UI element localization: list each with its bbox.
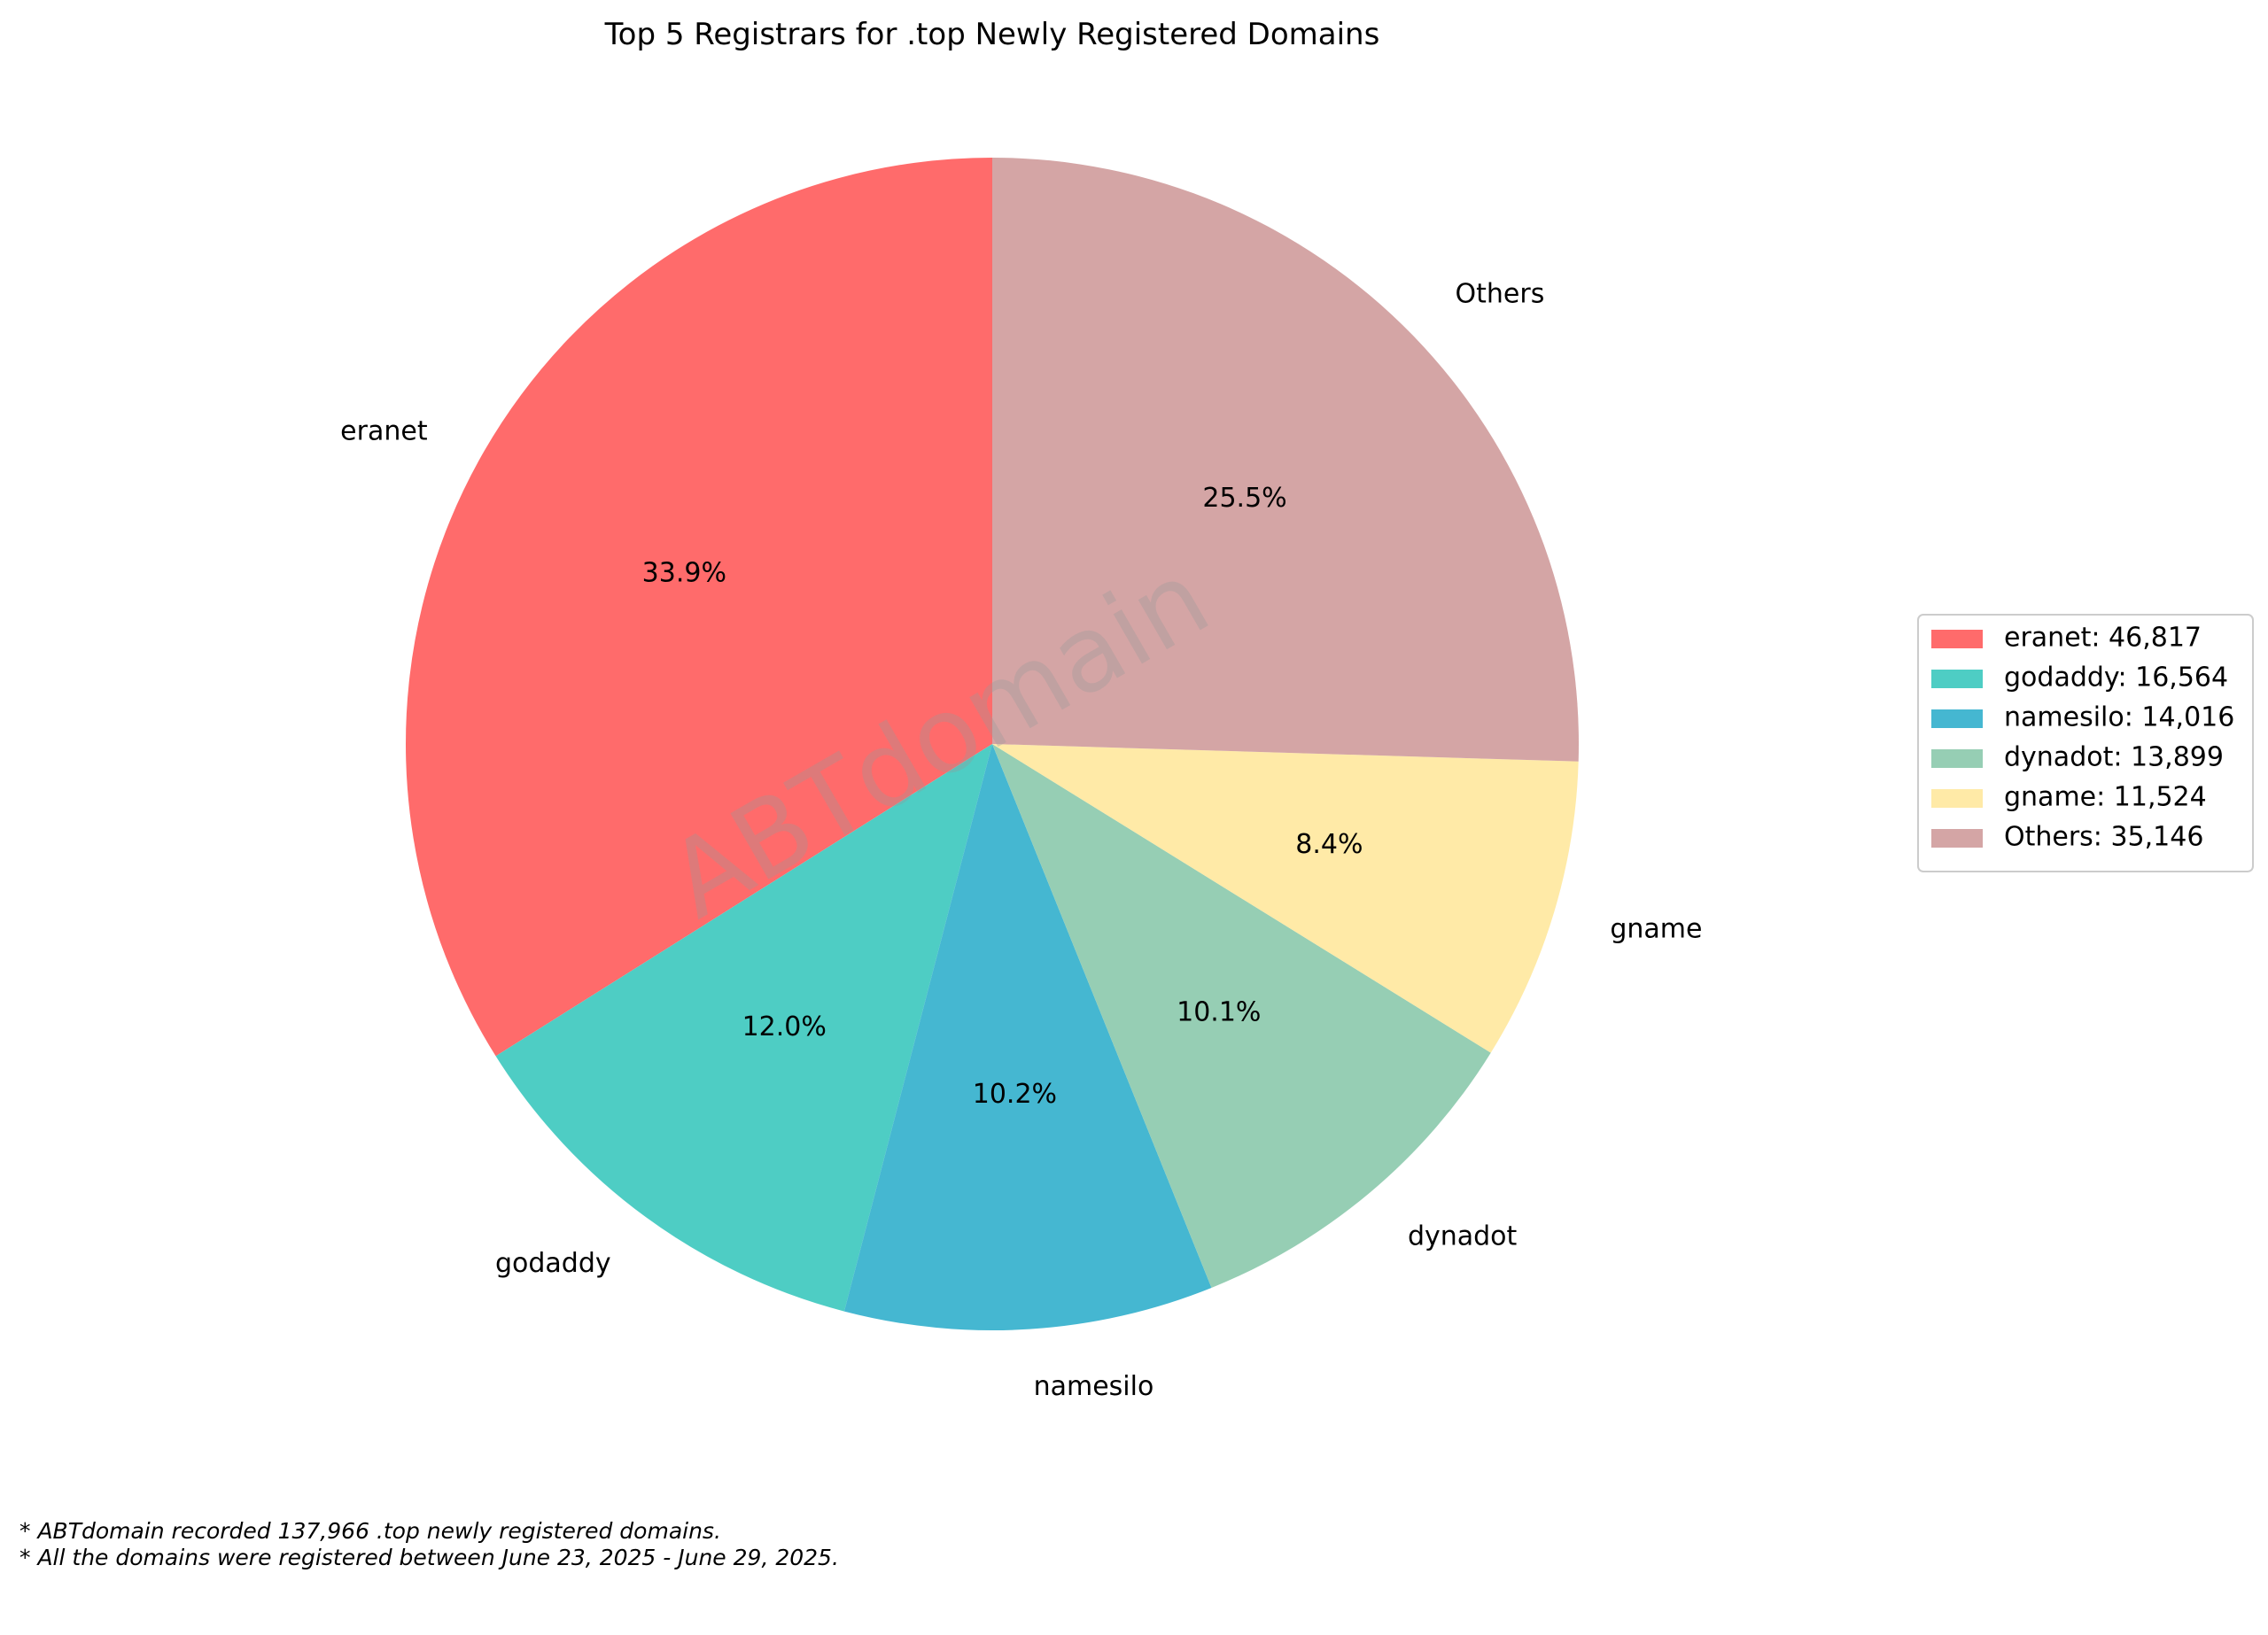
pie-slice-dynadot xyxy=(992,744,1491,1288)
pie-slice-namesilo xyxy=(843,744,1212,1330)
pie-slice-godaddy xyxy=(495,744,992,1312)
legend-swatch-eranet xyxy=(1931,630,1983,648)
slice-label-namesilo: namesilo xyxy=(1034,1371,1154,1402)
legend-label-others: Others: 35,146 xyxy=(2004,822,2203,853)
percent-label-eranet: 33.9% xyxy=(642,557,726,588)
legend-swatch-dynadot xyxy=(1931,749,1983,768)
percent-label-godaddy: 12.0% xyxy=(742,1011,827,1042)
legend-label-gname: gname: 11,524 xyxy=(2004,782,2207,813)
pie-slice-gname xyxy=(992,744,1579,1053)
legend-frame xyxy=(1917,614,2254,872)
percent-label-namesilo: 10.2% xyxy=(973,1079,1057,1110)
slice-label-dynadot: dynadot xyxy=(1408,1221,1518,1252)
chart-title: Top 5 Registrars for .top Newly Register… xyxy=(604,17,1380,52)
pie-slices xyxy=(405,158,1579,1330)
slice-label-godaddy: godaddy xyxy=(495,1248,611,1279)
pie-slice-others xyxy=(992,158,1579,762)
legend-label-namesilo: namesilo: 14,016 xyxy=(2004,702,2234,733)
legend: eranet: 46,817 godaddy: 16,564 namesilo: 1… xyxy=(1917,614,2254,872)
percent-label-others: 25.5% xyxy=(1202,483,1286,514)
legend-swatch-godaddy xyxy=(1931,670,1983,688)
percent-labels: 33.9% 12.0% 10.2% 10.1% 8.4% 25.5% xyxy=(642,483,1363,1110)
slice-labels: eranet godaddy namesilo dynadot gname Others xyxy=(340,278,1702,1402)
legend-swatch-gname xyxy=(1931,789,1983,808)
pie-slice-eranet xyxy=(405,158,992,1057)
slice-label-others: Others xyxy=(1456,278,1545,309)
legend-label-dynadot: dynadot: 13,899 xyxy=(2004,742,2224,773)
legend-swatch-others xyxy=(1931,829,1983,848)
legend-swatch-namesilo xyxy=(1931,709,1983,728)
percent-label-dynadot: 10.1% xyxy=(1177,996,1261,1027)
footnote-1: * ABTdomain recorded 137,966 .top newly … xyxy=(19,1518,721,1544)
footnote-2: * All the domains were registered betwee… xyxy=(19,1545,839,1570)
slice-label-eranet: eranet xyxy=(340,415,428,446)
slice-label-gname: gname xyxy=(1610,913,1702,944)
percent-label-gname: 8.4% xyxy=(1295,829,1363,860)
legend-label-eranet: eranet: 46,817 xyxy=(2004,623,2202,654)
legend-label-godaddy: godaddy: 16,564 xyxy=(2004,663,2228,694)
